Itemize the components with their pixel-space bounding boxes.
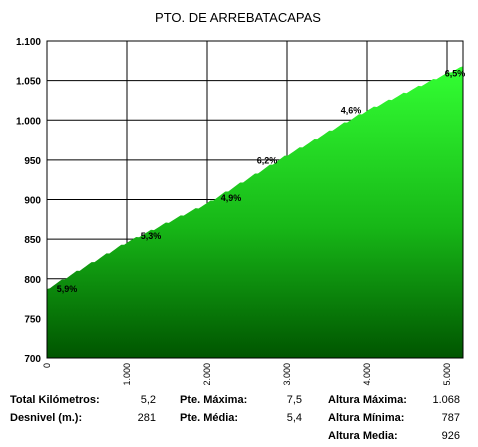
chart-title: PTO. DE ARREBATACAPAS [155,10,321,25]
x-tick-label: 1.000 [122,363,132,386]
gradient-label: 4,6% [341,106,362,116]
gradient-labels: 5,9% 5,3% 4,9% 6,2% 4,6% 6,5% [57,68,466,294]
alt-max-value: 1.068 [432,394,460,406]
y-tick-label: 1.000 [16,116,41,127]
y-tick-label: 750 [24,314,41,325]
pte-max-value: 7,5 [286,394,302,406]
y-axis: 700 750 800 850 900 950 1.000 1.050 1.100 [16,37,41,365]
x-tick-label: 3.000 [282,363,292,386]
elevation-chart: PTO. DE ARREBATACAPAS 700 750 800 850 900 950… [16,10,466,386]
plot-frame [46,40,464,359]
gradient-label: 4,9% [221,193,242,203]
y-tick-label: 900 [24,196,41,207]
x-tick-label: 0 [42,363,52,368]
y-tick-label: 700 [24,354,41,365]
pte-media-value: 5,4 [286,412,302,424]
y-tick-label: 950 [24,156,41,167]
plot-border [46,40,464,359]
gradient-label: 5,9% [57,284,78,294]
alt-media-label: Altura Media: [328,430,398,442]
y-tick-label: 1.100 [16,37,41,48]
gradient-label: 6,5% [445,68,466,78]
alt-media-value: 926 [441,430,460,442]
alt-min-label: Altura Mínima: [328,412,405,424]
elevation-area [47,66,463,359]
total-km-value: 5,2 [140,394,156,406]
desnivel-label: Desnivel (m.): [10,412,83,424]
stats-panel: Total Kilómetros: 5,2 Desnivel (m.): 281… [0,388,478,447]
x-tick-label: 2.000 [202,363,212,386]
gradient-label: 5,3% [141,231,162,241]
alt-max-label: Altura Máxima: [328,394,407,406]
y-tick-label: 850 [24,235,41,246]
y-tick-label: 1.050 [16,77,41,88]
gradient-label: 6,2% [257,156,278,166]
total-km-label: Total Kilómetros: [10,394,100,406]
y-tick-label: 800 [24,275,41,286]
pte-media-label: Pte. Média: [180,412,239,424]
x-axis: 0 1.000 2.000 3.000 4.000 5.000 [42,363,452,386]
x-tick-label: 5.000 [442,363,452,386]
alt-min-value: 787 [441,412,460,424]
pte-max-label: Pte. Máxima: [180,394,248,406]
elevation-area-fill [47,66,463,359]
x-tick-label: 4.000 [362,363,372,386]
desnivel-value: 281 [137,412,156,424]
